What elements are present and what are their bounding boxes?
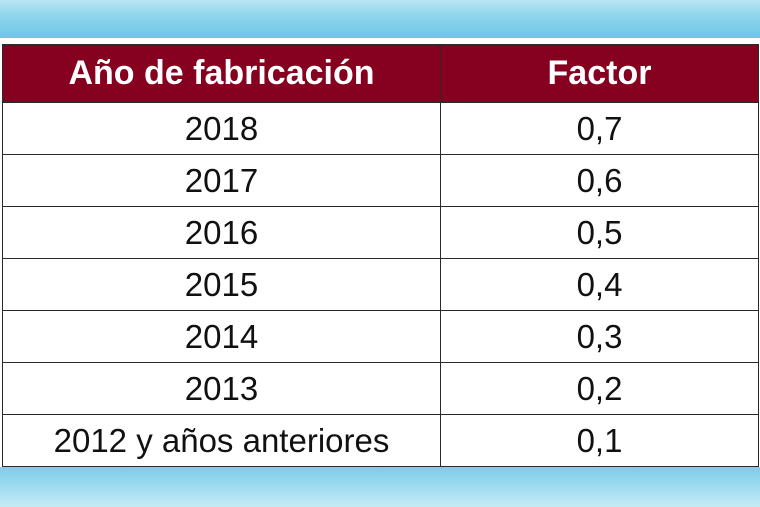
factor-cell: 0,1 [440, 414, 759, 467]
year-cell: 2016 [2, 206, 441, 259]
table-row: 2018 0,7 [2, 102, 759, 155]
table-row: 2012 y años anteriores 0,1 [2, 414, 759, 467]
table-header-row: Año de fabricación Factor [2, 44, 759, 103]
bottom-decorative-band [0, 467, 760, 507]
factor-cell: 0,5 [440, 206, 759, 259]
year-cell: 2017 [2, 154, 441, 207]
table-row: 2017 0,6 [2, 154, 759, 207]
factor-cell: 0,6 [440, 154, 759, 207]
factor-cell: 0,7 [440, 102, 759, 155]
factor-cell: 0,3 [440, 310, 759, 363]
table-row: 2013 0,2 [2, 362, 759, 415]
table-row: 2015 0,4 [2, 258, 759, 311]
factor-cell: 0,4 [440, 258, 759, 311]
year-cell: 2015 [2, 258, 441, 311]
year-cell: 2014 [2, 310, 441, 363]
factor-cell: 0,2 [440, 362, 759, 415]
year-cell: 2018 [2, 102, 441, 155]
table-row: 2016 0,5 [2, 206, 759, 259]
factor-table-container: Año de fabricación Factor 2018 0,7 2017 … [2, 44, 759, 467]
header-factor: Factor [440, 44, 759, 103]
year-cell: 2013 [2, 362, 441, 415]
year-cell: 2012 y años anteriores [2, 414, 441, 467]
header-year-of-manufacture: Año de fabricación [2, 44, 441, 103]
factor-table: Año de fabricación Factor 2018 0,7 2017 … [2, 44, 759, 467]
table-row: 2014 0,3 [2, 310, 759, 363]
top-decorative-band [0, 0, 760, 38]
